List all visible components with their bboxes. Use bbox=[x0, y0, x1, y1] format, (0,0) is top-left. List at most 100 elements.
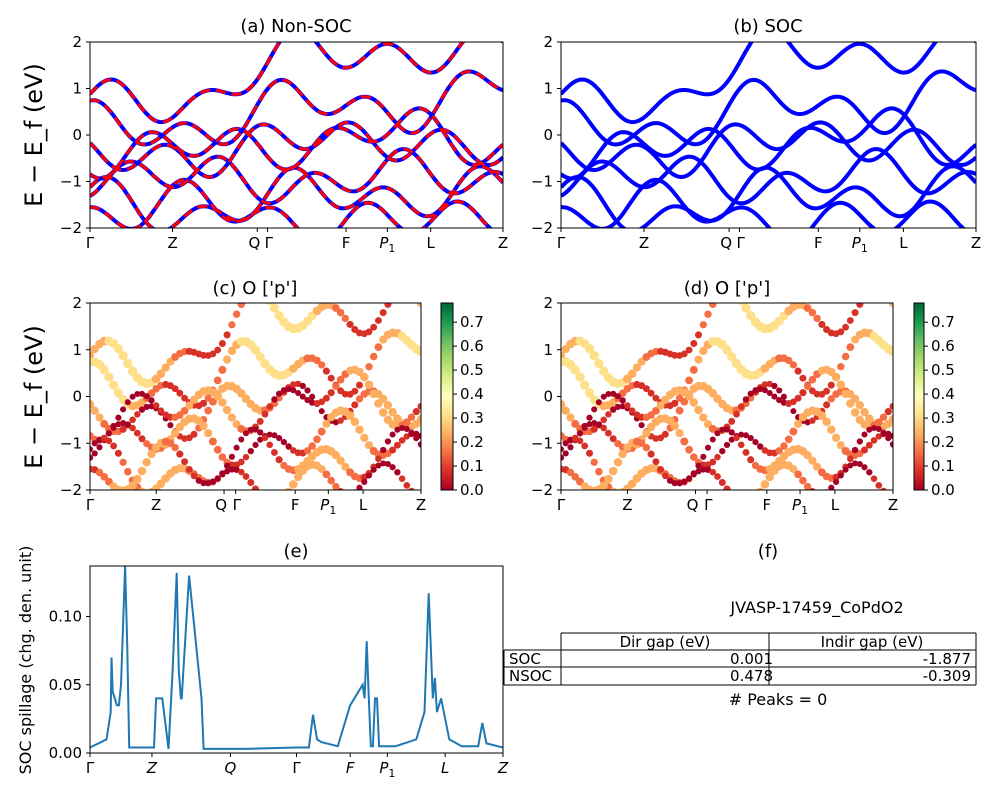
projected-point bbox=[860, 446, 869, 454]
projected-point bbox=[855, 400, 865, 410]
projected-point bbox=[294, 380, 302, 388]
projected-point bbox=[771, 393, 778, 400]
projected-point bbox=[242, 453, 250, 461]
projected-point bbox=[561, 400, 566, 409]
panel-a: (a) Non-SOC E − E_f (eV) 210−1−2 Γ Z Q Γ F P1… bbox=[20, 16, 508, 255]
projected-point bbox=[389, 431, 396, 438]
projected-point bbox=[870, 437, 878, 444]
projected-point bbox=[133, 474, 142, 484]
projected-point bbox=[804, 419, 811, 426]
projected-point bbox=[808, 456, 817, 465]
projected-point bbox=[119, 425, 127, 433]
projected-point bbox=[831, 433, 841, 442]
projected-point bbox=[690, 340, 698, 347]
panel-e-title: (e) bbox=[283, 541, 308, 562]
projected-point bbox=[398, 285, 406, 293]
colorbar-d bbox=[913, 302, 925, 491]
projected-point bbox=[747, 435, 754, 442]
projected-point bbox=[257, 436, 264, 443]
projected-point bbox=[794, 367, 802, 375]
projected-point bbox=[250, 345, 261, 355]
projected-point bbox=[242, 473, 250, 480]
projected-point bbox=[205, 480, 212, 487]
x-tick-label: Z bbox=[146, 759, 158, 777]
projected-point bbox=[114, 449, 122, 457]
projected-point bbox=[776, 387, 783, 394]
projected-point bbox=[870, 424, 878, 432]
band-line bbox=[90, 69, 503, 147]
projected-point bbox=[847, 455, 854, 463]
projected-point bbox=[148, 403, 155, 410]
projected-point bbox=[120, 406, 127, 413]
projected-point bbox=[375, 455, 382, 463]
projected-point bbox=[827, 381, 835, 389]
projected-point bbox=[700, 466, 707, 473]
projected-point bbox=[875, 285, 883, 293]
projected-point bbox=[671, 399, 679, 407]
projected-point bbox=[313, 435, 321, 444]
projected-point bbox=[647, 450, 655, 458]
projected-point bbox=[256, 417, 264, 425]
projected-point bbox=[346, 320, 354, 328]
projected-point bbox=[847, 462, 854, 469]
projected-point bbox=[365, 472, 373, 479]
projected-point bbox=[176, 389, 184, 397]
colorbar-c bbox=[440, 302, 454, 491]
projected-point bbox=[271, 396, 278, 403]
projected-point bbox=[228, 453, 235, 460]
projected-point bbox=[304, 397, 311, 404]
projected-point bbox=[586, 421, 593, 428]
panel-b-title: (b) SOC bbox=[733, 16, 802, 37]
table-row-nsoc-indir: -0.309 bbox=[923, 667, 971, 685]
projected-point bbox=[819, 491, 826, 498]
projected-point bbox=[351, 387, 359, 395]
projected-point bbox=[670, 421, 679, 431]
band-line bbox=[561, 177, 966, 228]
projected-point bbox=[269, 303, 279, 313]
projected-point bbox=[638, 422, 645, 429]
colorbar-tick-label: 0.3 bbox=[931, 409, 955, 427]
projected-point bbox=[129, 393, 136, 400]
projected-point bbox=[600, 424, 607, 432]
projected-point bbox=[199, 399, 208, 407]
x-tick-label: F bbox=[763, 496, 772, 514]
projected-point bbox=[875, 425, 882, 433]
projected-point bbox=[355, 381, 364, 389]
y-tick-label: −1 bbox=[531, 173, 553, 191]
y-tick-label: −2 bbox=[531, 219, 553, 237]
projected-point bbox=[628, 407, 636, 415]
projected-point bbox=[651, 406, 660, 415]
projected-point bbox=[828, 484, 835, 490]
projected-point bbox=[861, 431, 868, 438]
projected-point bbox=[790, 398, 797, 406]
projected-point bbox=[714, 473, 721, 480]
projected-point bbox=[837, 328, 845, 336]
projected-point bbox=[403, 433, 411, 440]
y-tick-label: 1 bbox=[543, 341, 553, 359]
projected-point bbox=[808, 375, 817, 384]
projected-point bbox=[280, 387, 287, 394]
projected-point bbox=[237, 303, 246, 309]
projected-point bbox=[208, 437, 217, 446]
projected-point bbox=[756, 487, 764, 490]
colorbar-tick-label: 0.1 bbox=[460, 457, 484, 475]
y-axis-label-c: E − E_f (eV) bbox=[20, 325, 48, 469]
projected-point bbox=[870, 285, 878, 293]
projected-point bbox=[888, 346, 893, 357]
y-tick-label: 0.05 bbox=[49, 676, 82, 694]
projected-point bbox=[880, 487, 887, 490]
projected-point bbox=[327, 374, 335, 382]
projected-point bbox=[416, 303, 421, 308]
projected-point bbox=[181, 394, 189, 402]
x-tick-label: F bbox=[342, 234, 351, 252]
projected-point bbox=[827, 425, 836, 434]
projected-point bbox=[784, 435, 793, 444]
colorbar-tick-label: 0.7 bbox=[460, 313, 484, 331]
projected-point bbox=[704, 466, 712, 473]
projected-point bbox=[566, 413, 575, 422]
projected-point bbox=[214, 475, 221, 482]
projected-point bbox=[719, 447, 726, 455]
projected-point bbox=[681, 478, 688, 485]
projected-point bbox=[733, 410, 740, 418]
projected-point bbox=[591, 406, 598, 413]
